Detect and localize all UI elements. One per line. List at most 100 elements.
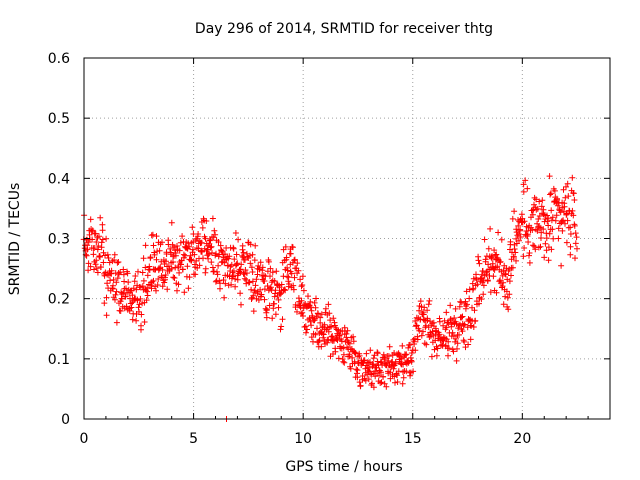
data-point (363, 350, 370, 357)
data-point (468, 322, 475, 329)
data-point (544, 212, 550, 219)
data-point (153, 233, 160, 240)
data-point (172, 252, 179, 259)
data-point (471, 307, 478, 314)
data-point (92, 230, 99, 237)
data-point (282, 243, 289, 250)
data-point (108, 267, 115, 274)
data-point (290, 282, 297, 289)
data-point (127, 300, 134, 307)
data-point (142, 242, 149, 249)
data-point (340, 351, 347, 358)
data-point (282, 287, 289, 294)
data-point (440, 322, 447, 329)
data-point (510, 254, 517, 260)
data-point (259, 264, 266, 271)
data-point (104, 251, 111, 258)
data-point (240, 249, 247, 256)
data-point (451, 315, 458, 321)
data-point (541, 254, 548, 261)
data-point (487, 225, 494, 232)
data-point (445, 352, 451, 359)
data-point (175, 281, 182, 288)
data-point (526, 259, 533, 266)
y-tick-label: 0 (61, 412, 70, 428)
data-point (350, 333, 357, 340)
data-point (526, 250, 533, 256)
data-point (98, 239, 105, 246)
data-point (550, 235, 557, 242)
data-point (151, 251, 158, 258)
data-point (533, 196, 540, 203)
data-point (480, 291, 487, 298)
data-point (286, 281, 293, 287)
data-point (433, 352, 440, 359)
data-point (385, 357, 392, 364)
y-tick-label: 0.6 (48, 51, 70, 67)
data-point (381, 380, 388, 387)
data-point (135, 268, 141, 275)
data-point (138, 326, 144, 333)
data-point (102, 252, 108, 259)
data-point (291, 256, 298, 263)
data-point (423, 341, 430, 348)
data-point (464, 301, 470, 308)
data-point (386, 343, 393, 350)
data-point (453, 357, 460, 364)
data-point (87, 216, 94, 223)
data-point (243, 270, 250, 277)
data-point (281, 286, 288, 293)
data-point (347, 365, 354, 372)
data-point (457, 298, 464, 305)
data-point (231, 256, 238, 263)
data-point (452, 305, 459, 312)
data-point (385, 353, 392, 360)
data-point (454, 345, 460, 352)
data-point (93, 257, 100, 264)
data-point (554, 196, 561, 203)
data-point (198, 247, 205, 254)
data-point (412, 318, 419, 324)
data-point (271, 278, 278, 284)
data-point (250, 292, 257, 299)
data-point (85, 260, 92, 267)
data-point (460, 322, 467, 329)
data-point (308, 334, 315, 341)
data-point (120, 271, 127, 278)
data-point (208, 243, 215, 250)
data-point (212, 278, 219, 285)
data-point (272, 287, 279, 294)
data-point (257, 286, 264, 293)
data-point (279, 316, 286, 323)
data-point (421, 304, 428, 311)
data-point (408, 350, 415, 356)
data-point (182, 252, 189, 259)
data-point (567, 231, 574, 237)
data-point (247, 252, 253, 259)
plot-frame (83, 57, 611, 420)
data-point (297, 276, 304, 283)
data-point (571, 222, 578, 229)
data-point (349, 354, 356, 361)
data-point (267, 284, 274, 291)
data-point (270, 305, 277, 312)
data-point (106, 259, 113, 266)
data-point (521, 245, 528, 251)
data-point (447, 316, 454, 322)
data-point (407, 341, 414, 348)
data-point (271, 300, 278, 307)
data-point (148, 285, 155, 292)
data-point (558, 262, 565, 269)
data-point (549, 214, 556, 221)
data-point (212, 231, 219, 238)
data-point (203, 218, 210, 224)
x-tick-label: 5 (189, 431, 198, 447)
data-point (150, 277, 157, 284)
data-point (129, 292, 136, 299)
data-point (311, 299, 318, 306)
grid-lines (84, 58, 610, 419)
x-tick-label: 15 (404, 431, 422, 447)
data-point (159, 266, 166, 273)
data-point (484, 278, 491, 284)
